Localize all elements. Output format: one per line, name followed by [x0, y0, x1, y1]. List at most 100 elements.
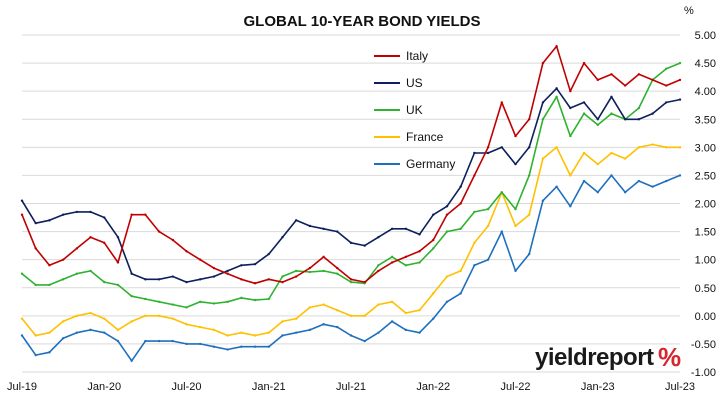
data-point-france [267, 331, 270, 334]
data-point-italy [514, 134, 517, 138]
data-point-italy [528, 118, 531, 121]
y-tick-label: 1.00 [695, 255, 716, 267]
data-point-germany [116, 339, 120, 343]
data-point-us [555, 87, 558, 90]
data-point-italy [500, 101, 503, 104]
data-point-france [541, 157, 545, 160]
data-point-uk [336, 272, 339, 275]
data-point-uk [103, 280, 106, 284]
data-point-italy [610, 73, 613, 76]
data-point-us [363, 244, 366, 247]
y-unit-label: % [684, 5, 694, 17]
data-point-us [253, 262, 257, 266]
x-axis-ticks: Jul-19 Jan-20 Jul-20 Jan-21 Jul-21 Jan-22 Jul-… [7, 381, 695, 393]
x-tick-label: Jul-21 [336, 381, 366, 393]
data-point-uk [569, 134, 572, 138]
data-point-germany [267, 345, 270, 348]
data-point-uk [294, 269, 298, 273]
data-point-france [61, 320, 65, 323]
y-tick-label: 3.00 [695, 142, 716, 154]
data-point-france [623, 157, 627, 160]
data-point-france [171, 317, 174, 320]
data-point-us [171, 275, 174, 278]
data-point-us [75, 210, 79, 214]
data-point-uk [432, 247, 435, 250]
data-point-germany [651, 185, 654, 188]
y-tick-label: 0.00 [695, 311, 716, 323]
data-point-germany [404, 328, 408, 332]
data-point-uk [171, 303, 174, 306]
data-point-uk [240, 296, 243, 300]
data-point-italy [377, 269, 380, 273]
data-point-germany [75, 331, 79, 334]
data-point-us [390, 227, 394, 230]
data-point-france [418, 309, 421, 312]
data-point-italy [116, 261, 120, 264]
data-point-france [445, 275, 449, 278]
x-tick-label: Jul-19 [7, 381, 37, 393]
data-point-uk [130, 294, 133, 298]
data-point-us [294, 219, 298, 222]
y-axis-ticks: 5.00 4.50 4.00 3.50 3.00 2.50 2.00 1.50 1.00 0.50… [691, 30, 716, 379]
data-point-us [349, 241, 353, 245]
data-point-uk [390, 255, 394, 259]
data-point-us [212, 275, 216, 278]
data-point-france [637, 146, 641, 149]
data-point-france [336, 309, 339, 312]
data-point-italy [308, 266, 312, 270]
series-lines [20, 45, 682, 362]
data-point-us [130, 272, 133, 275]
data-point-france [528, 213, 531, 216]
data-point-france [240, 331, 243, 334]
data-point-france [157, 314, 161, 318]
data-point-us [240, 264, 243, 267]
data-point-italy [212, 266, 216, 270]
data-point-italy [363, 280, 366, 284]
data-point-italy [157, 230, 161, 233]
data-point-france [404, 311, 408, 315]
data-point-us [157, 278, 161, 281]
data-point-us [665, 101, 668, 104]
logo-percent-symbol: % [658, 342, 681, 372]
data-point-italy [171, 238, 174, 242]
data-point-italy [75, 247, 79, 250]
data-point-uk [500, 191, 503, 194]
data-point-germany [445, 300, 449, 303]
data-point-italy [665, 84, 668, 87]
data-point-france [253, 334, 257, 337]
data-point-uk [253, 298, 257, 302]
y-tick-label: 3.50 [695, 114, 716, 126]
data-point-france [226, 334, 229, 337]
data-point-uk [555, 95, 558, 98]
series-line-france [21, 143, 680, 337]
data-point-germany [486, 258, 490, 261]
data-point-us [445, 205, 449, 208]
data-point-italy [390, 261, 394, 264]
data-point-germany [390, 320, 394, 323]
data-point-italy [20, 213, 24, 216]
data-point-us [61, 213, 65, 216]
x-tick-label: Jul-20 [172, 381, 202, 393]
data-point-germany [226, 348, 229, 351]
x-tick-label: Jul-22 [501, 381, 531, 393]
data-point-us [541, 101, 545, 104]
data-point-germany [322, 323, 325, 326]
x-tick-label: Jan-23 [581, 381, 615, 393]
data-point-uk [322, 269, 325, 273]
data-point-france [294, 317, 298, 320]
data-point-germany [582, 179, 586, 183]
data-point-italy [240, 278, 243, 281]
data-point-germany [48, 351, 51, 354]
data-point-germany [34, 353, 37, 357]
data-point-us [432, 213, 435, 216]
data-point-uk [212, 302, 216, 305]
data-point-france [20, 317, 24, 320]
x-tick-label: Jul-23 [665, 381, 695, 393]
data-point-france [678, 146, 682, 149]
data-point-us [322, 227, 325, 230]
data-point-germany [240, 345, 243, 348]
data-point-us [418, 233, 421, 236]
y-tick-label: 0.50 [695, 283, 716, 295]
data-point-uk [226, 300, 229, 303]
